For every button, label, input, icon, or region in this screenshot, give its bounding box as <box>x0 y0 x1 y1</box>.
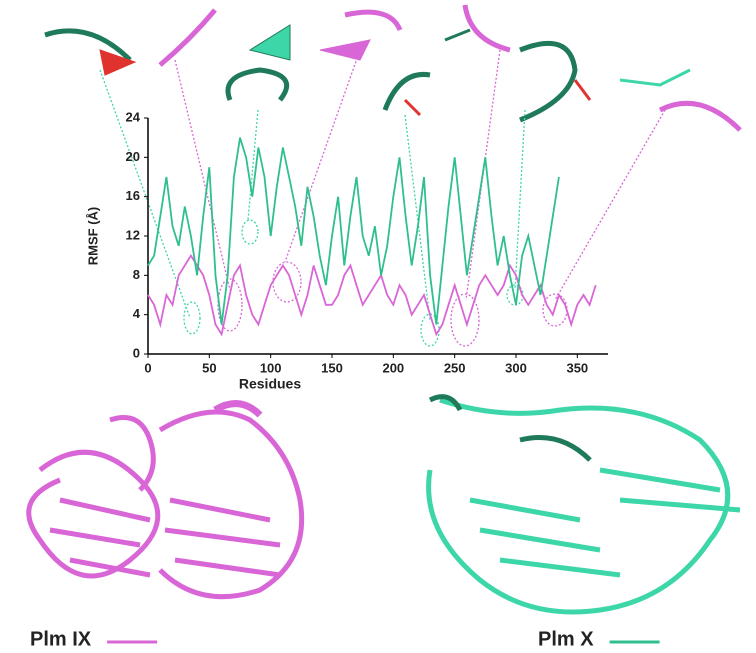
legend-label: Plm IX <box>30 628 92 650</box>
y-tick-label: 0 <box>133 345 140 360</box>
x-tick-label: 150 <box>321 360 343 375</box>
x-tick-label: 0 <box>144 360 151 375</box>
x-tick-label: 200 <box>382 360 404 375</box>
x-tick-label: 100 <box>260 360 282 375</box>
x-tick-label: 300 <box>505 360 527 375</box>
x-tick-label: 250 <box>444 360 466 375</box>
y-tick-label: 12 <box>126 227 140 242</box>
y-axis-label: RMSF (Å) <box>85 207 100 266</box>
structure-insets <box>44 4 742 132</box>
x-tick-label: 350 <box>566 360 588 375</box>
x-axis-label: Residues <box>239 376 301 392</box>
legend-label: Plm X <box>538 628 594 650</box>
y-tick-label: 16 <box>126 188 140 203</box>
y-tick-label: 24 <box>126 109 141 124</box>
legend: Plm IX Plm X <box>30 628 660 650</box>
plm-ix-structure <box>26 400 305 600</box>
series-line <box>147 137 560 325</box>
x-tick-label: 50 <box>202 360 216 375</box>
y-tick-label: 4 <box>133 306 141 321</box>
series-line <box>147 254 597 337</box>
y-tick-label: 8 <box>133 267 140 282</box>
y-tick-label: 20 <box>126 149 140 164</box>
plm-x-structure <box>426 394 741 615</box>
plot: 0 4 8 12 16 20 24 0 50 100 150 200 250 300 350 <box>126 109 608 375</box>
